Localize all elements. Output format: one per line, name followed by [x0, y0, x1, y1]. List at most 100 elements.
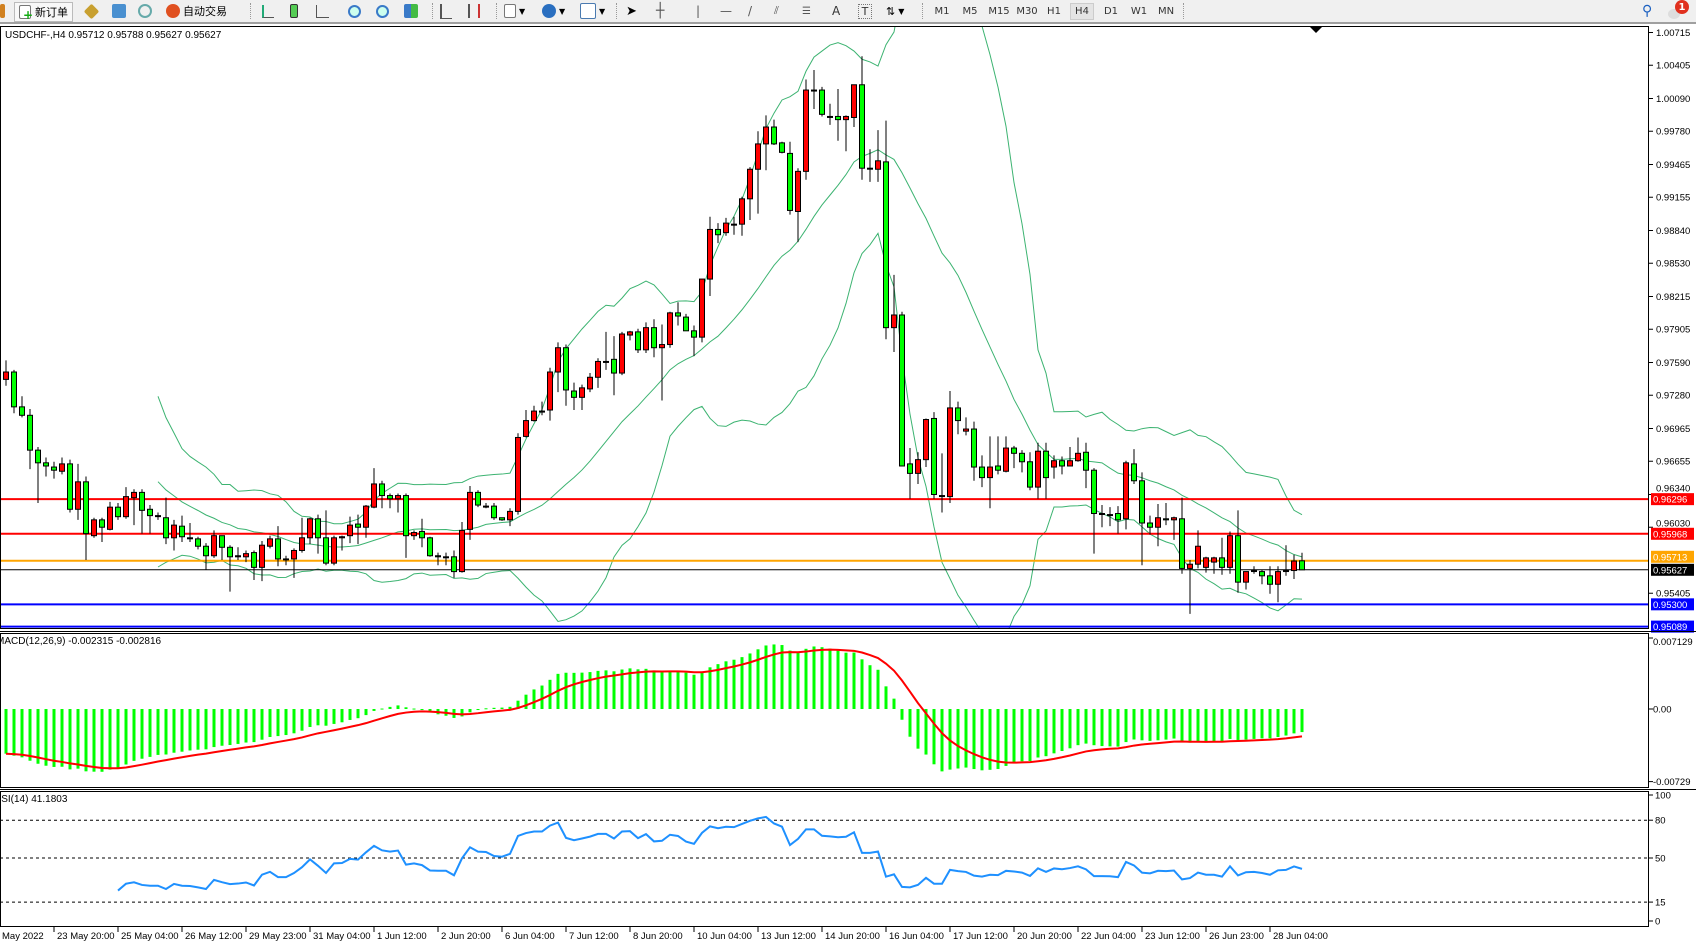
candle[interactable] [1187, 559, 1193, 614]
candle[interactable] [291, 548, 297, 578]
candle[interactable] [555, 342, 561, 393]
candle[interactable] [907, 448, 913, 499]
candle[interactable] [1195, 530, 1201, 569]
candle[interactable] [627, 330, 633, 341]
candle[interactable] [659, 324, 665, 401]
indicators-dropdown[interactable]: ▼ [504, 2, 525, 20]
candle[interactable] [219, 535, 225, 560]
candle[interactable] [1115, 506, 1121, 534]
candle[interactable] [299, 517, 305, 553]
candle[interactable] [795, 168, 801, 243]
templates-dropdown[interactable]: ▼ [580, 2, 605, 20]
candle[interactable] [163, 497, 169, 545]
candle[interactable] [395, 493, 401, 513]
chart-shift-icon[interactable] [468, 2, 480, 20]
candle[interactable] [547, 367, 553, 421]
auto-scroll-icon[interactable] [440, 2, 452, 20]
candle[interactable] [403, 493, 409, 558]
candle[interactable] [131, 489, 137, 526]
candle[interactable] [827, 103, 833, 125]
candle[interactable] [939, 453, 945, 513]
candle[interactable] [83, 476, 89, 560]
candle[interactable] [1171, 516, 1177, 540]
candle[interactable] [859, 56, 865, 180]
candle[interactable] [755, 131, 761, 214]
candle[interactable] [1035, 442, 1041, 499]
candle[interactable] [915, 452, 921, 484]
candle[interactable] [691, 325, 697, 357]
candle[interactable] [339, 535, 345, 551]
candle[interactable] [747, 167, 753, 220]
candle[interactable] [1099, 505, 1105, 528]
price-panel[interactable]: USDCHF-,H4 0.95712 0.95788 0.95627 0.956… [0, 0, 1649, 642]
timeframe-w1[interactable]: W1 [1130, 6, 1148, 17]
candle[interactable] [683, 313, 689, 332]
candle[interactable] [1051, 455, 1057, 479]
candle[interactable] [715, 223, 721, 244]
candle[interactable] [523, 410, 529, 438]
candle[interactable] [603, 331, 609, 370]
timeframe-h1[interactable]: H1 [1047, 6, 1061, 17]
candle[interactable] [91, 517, 97, 538]
candle[interactable] [75, 463, 81, 520]
timeframe-h4[interactable]: H4 [1070, 3, 1094, 20]
candle[interactable] [1139, 472, 1145, 566]
candle[interactable] [1147, 515, 1153, 535]
candle[interactable] [1131, 449, 1137, 484]
timeframe-mn[interactable]: MN [1157, 6, 1175, 17]
candle[interactable] [315, 514, 321, 554]
candle[interactable] [27, 408, 33, 470]
trendline-icon[interactable]: / [748, 4, 753, 18]
candle[interactable] [587, 373, 593, 393]
candle[interactable] [1235, 510, 1241, 593]
candle[interactable] [483, 502, 489, 509]
candle[interactable] [803, 79, 809, 180]
candle[interactable] [67, 459, 73, 513]
candle[interactable] [1227, 531, 1233, 574]
candle[interactable] [443, 552, 449, 566]
candle[interactable] [667, 311, 673, 348]
candle[interactable] [595, 358, 601, 388]
periods-dropdown[interactable]: ▼ [542, 2, 565, 20]
candle[interactable] [931, 412, 937, 499]
candle[interactable] [451, 550, 457, 578]
macd-panel[interactable]: MACD(12,26,9) -0.002315 -0.002816 [0, 636, 1304, 772]
candle[interactable] [99, 517, 105, 543]
candle[interactable] [179, 515, 185, 543]
text-icon[interactable]: A [832, 4, 841, 18]
candle[interactable] [1283, 545, 1289, 576]
candle[interactable] [579, 384, 585, 411]
candle[interactable] [963, 417, 969, 436]
candle[interactable] [1059, 456, 1065, 475]
candle[interactable] [1267, 566, 1273, 594]
candle[interactable] [1083, 442, 1089, 489]
candle[interactable] [1251, 566, 1257, 574]
vertical-line-icon[interactable]: | [696, 4, 701, 18]
candle[interactable] [363, 505, 369, 538]
candle[interactable] [1107, 507, 1113, 527]
text-label-icon[interactable]: T [858, 4, 872, 19]
candle[interactable] [739, 196, 745, 236]
candle[interactable] [1299, 552, 1305, 571]
candle[interactable] [507, 508, 513, 527]
chart-shift-marker-icon[interactable] [1310, 27, 1322, 33]
candle[interactable] [1027, 452, 1033, 491]
candle[interactable] [979, 455, 985, 488]
candle[interactable] [1219, 537, 1225, 575]
candle[interactable] [923, 418, 929, 468]
candle[interactable] [1011, 445, 1017, 469]
candlestick-chart-icon[interactable] [290, 2, 298, 20]
timeframe-m30[interactable]: M30 [1016, 6, 1038, 17]
candle[interactable] [635, 328, 641, 353]
candle[interactable] [35, 446, 41, 503]
candle[interactable] [379, 480, 385, 509]
rsi-panel[interactable]: RSI(14) 41.1803 [0, 794, 1649, 903]
candle[interactable] [171, 519, 177, 551]
candle[interactable] [155, 512, 161, 520]
candle[interactable] [851, 84, 857, 128]
cursor-icon[interactable]: ➤ [626, 3, 637, 19]
candle[interactable] [1211, 556, 1217, 574]
candle[interactable] [203, 543, 209, 570]
search-icon[interactable]: ⚲ [1642, 3, 1653, 19]
candle[interactable] [1067, 446, 1073, 467]
